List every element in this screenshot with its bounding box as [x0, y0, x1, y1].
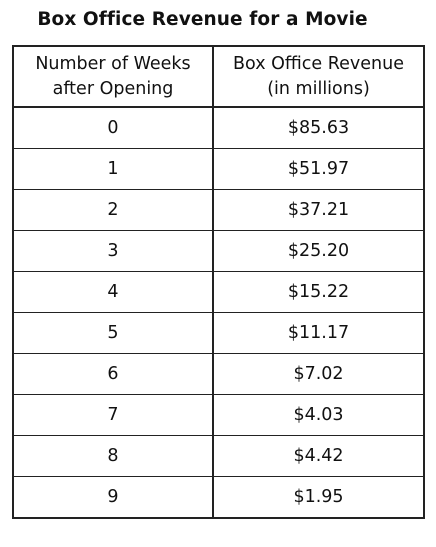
table-row: 3 $25.20 [12, 230, 425, 272]
weeks-cell: 2 [12, 189, 214, 231]
weeks-cell: 5 [12, 312, 214, 354]
revenue-cell: $4.42 [212, 435, 425, 477]
revenue-cell: $1.95 [212, 476, 425, 519]
table-row: 8 $4.42 [12, 435, 425, 477]
weeks-cell: 7 [12, 394, 214, 436]
header-weeks-line-2: after Opening [52, 78, 174, 99]
revenue-table: Number of Weeks after Opening Box Office… [12, 45, 425, 519]
table-row: 2 $37.21 [12, 189, 425, 231]
revenue-cell: $85.63 [212, 106, 425, 149]
table-row: 6 $7.02 [12, 353, 425, 395]
header-revenue: Box Office Revenue (in millions) [212, 45, 425, 108]
table-row: 5 $11.17 [12, 312, 425, 354]
table-title: Box Office Revenue for a Movie [37, 9, 368, 30]
weeks-cell: 3 [12, 230, 214, 272]
table-row: 9 $1.95 [12, 476, 425, 519]
header-weeks-line-1: Number of Weeks [35, 53, 191, 74]
table-row: 1 $51.97 [12, 148, 425, 190]
weeks-cell: 9 [12, 476, 214, 519]
weeks-cell: 1 [12, 148, 214, 190]
header-revenue-line-2: (in millions) [267, 78, 370, 99]
revenue-cell: $15.22 [212, 271, 425, 313]
table-row: 7 $4.03 [12, 394, 425, 436]
header-revenue-line-1: Box Office Revenue [233, 53, 404, 74]
header-weeks: Number of Weeks after Opening [12, 45, 214, 108]
weeks-cell: 6 [12, 353, 214, 395]
weeks-cell: 8 [12, 435, 214, 477]
revenue-cell: $25.20 [212, 230, 425, 272]
table-row: 0 $85.63 [12, 106, 425, 149]
revenue-cell: $37.21 [212, 189, 425, 231]
revenue-cell: $11.17 [212, 312, 425, 354]
header-row: Number of Weeks after Opening Box Office… [12, 45, 425, 108]
revenue-cell: $4.03 [212, 394, 425, 436]
weeks-cell: 4 [12, 271, 214, 313]
revenue-cell: $7.02 [212, 353, 425, 395]
revenue-cell: $51.97 [212, 148, 425, 190]
table-row: 4 $15.22 [12, 271, 425, 313]
weeks-cell: 0 [12, 106, 214, 149]
